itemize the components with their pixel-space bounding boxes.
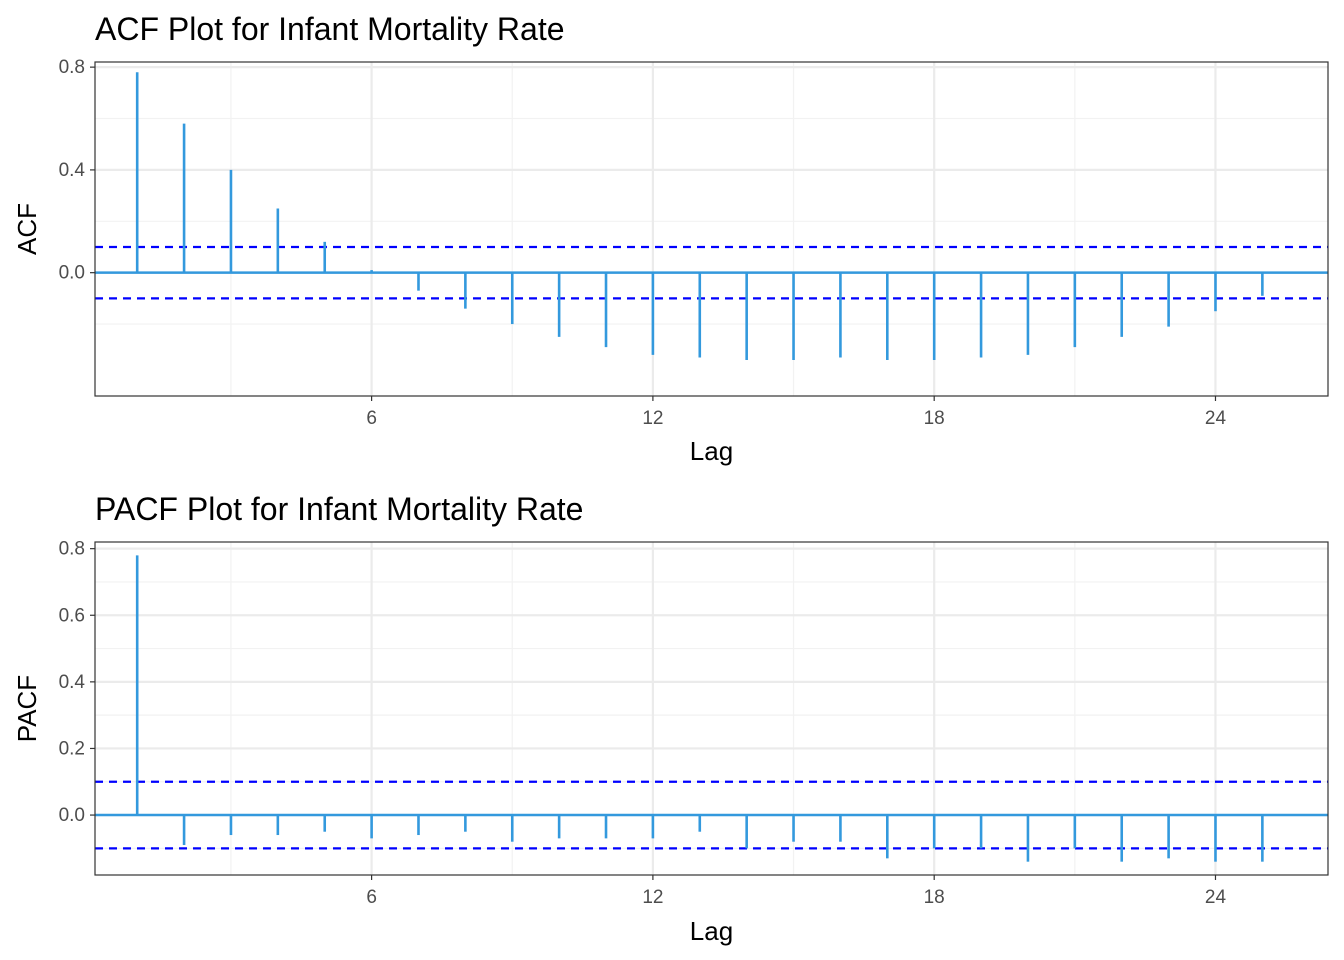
pacf-x-tick-label: 18: [924, 887, 945, 908]
acf-plot-background: [95, 62, 1328, 396]
pacf-x-tick-label: 12: [642, 887, 663, 908]
pacf-y-tick-label: 0.6: [59, 605, 85, 626]
acf-x-tick-label: 18: [924, 408, 945, 429]
pacf-y-axis-title: PACF: [12, 675, 42, 742]
pacf-panel-border: [94, 541, 1329, 876]
acf-y-axis-title: ACF: [12, 203, 42, 255]
pacf-y-tick-label: 0.8: [59, 539, 85, 560]
acf-panel-border: [94, 61, 1329, 397]
acf-x-tick-label: 12: [642, 408, 663, 429]
acf-y-tick-label: 0.8: [59, 57, 85, 78]
pacf-y-tick-label: 0.2: [59, 738, 85, 759]
pacf-y-tick-label: 0.0: [59, 805, 85, 826]
pacf-panel: 0.0 0.2 0.4 0.6 0.8 6 12 18 24 PACF Plot for Infa…: [12, 491, 1329, 946]
acf-y-tick-label: 0.0: [59, 263, 85, 284]
pacf-plot-background: [95, 542, 1328, 875]
acf-chart-title: ACF Plot for Infant Mortality Rate: [95, 11, 565, 47]
acf-x-tick-label: 6: [366, 408, 377, 429]
pacf-x-axis-title: Lag: [690, 916, 733, 946]
acf-x-tick-label: 24: [1205, 408, 1227, 429]
pacf-y-tick-label: 0.4: [59, 672, 86, 693]
acf-x-axis-title: Lag: [690, 436, 733, 466]
pacf-x-tick-label: 6: [366, 887, 377, 908]
acf-panel: 0.0 0.4 0.8 6 12 18 24 ACF Plot for Infant Mort…: [12, 11, 1329, 466]
pacf-x-tick-label: 24: [1205, 887, 1227, 908]
acf-y-tick-label: 0.4: [59, 160, 86, 181]
pacf-chart-title: PACF Plot for Infant Mortality Rate: [95, 491, 583, 527]
